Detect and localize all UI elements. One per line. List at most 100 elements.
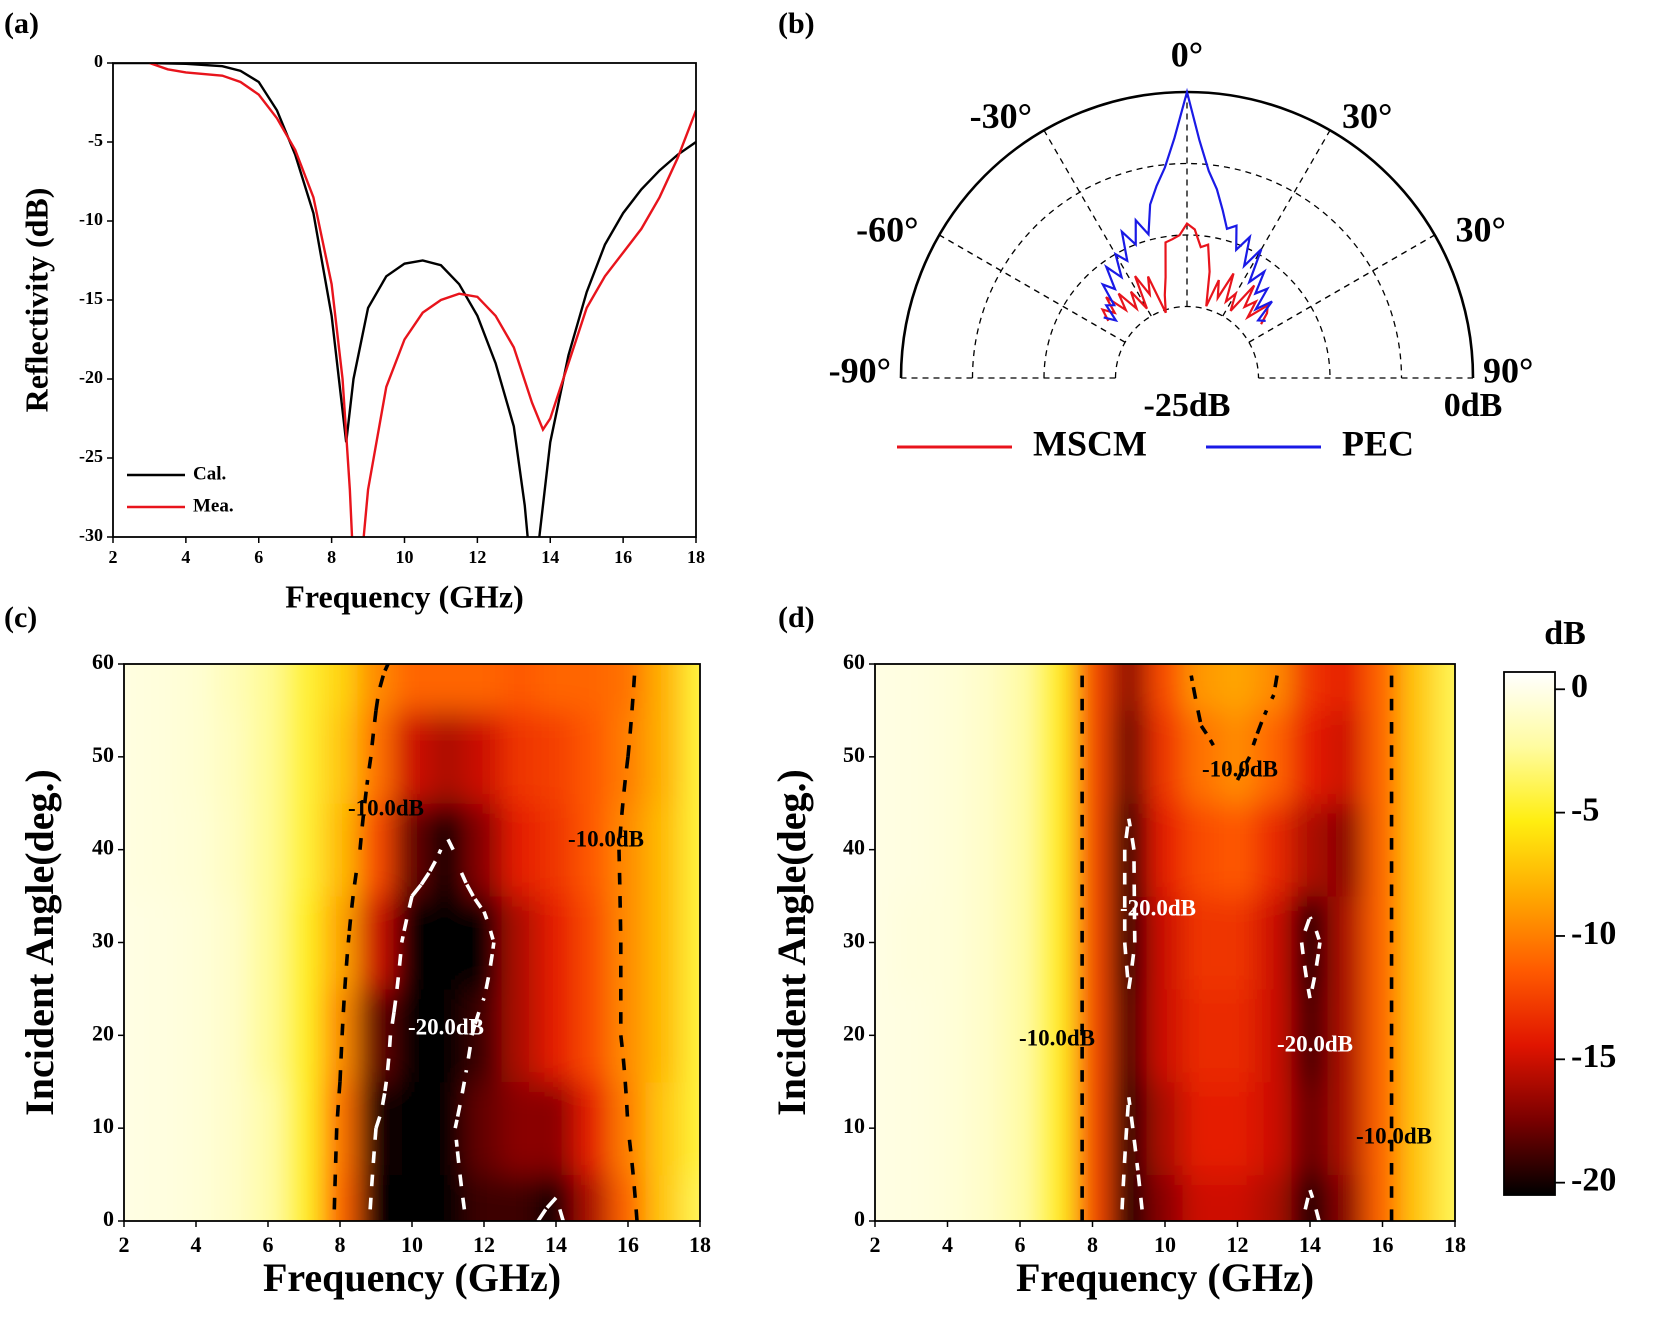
contour-dash bbox=[618, 826, 623, 839]
y-tick-label: 10 bbox=[92, 1113, 114, 1138]
contour-dash bbox=[410, 883, 423, 898]
heat-cell bbox=[1363, 895, 1402, 990]
contour-dash bbox=[367, 756, 373, 769]
y-axis-label: Incident Angle(deg.) bbox=[769, 769, 814, 1116]
x-tick-label: 10 bbox=[401, 1232, 423, 1257]
contour-dash bbox=[1130, 837, 1136, 850]
x-tick-label: 6 bbox=[263, 1232, 274, 1257]
contour-dash bbox=[338, 1070, 343, 1082]
heat-cell bbox=[1363, 1081, 1402, 1176]
heat-cell bbox=[1255, 1174, 1293, 1221]
contour-dash bbox=[1310, 976, 1317, 990]
contour-dash bbox=[1191, 686, 1198, 700]
x-tick-label: 2 bbox=[119, 1232, 130, 1257]
heat-cell bbox=[1218, 664, 1257, 711]
heat-cell bbox=[124, 895, 143, 990]
contour-dash bbox=[1122, 942, 1128, 955]
heat-cell bbox=[1110, 988, 1148, 1083]
heat-cell bbox=[1001, 1174, 1039, 1221]
heat-cell bbox=[1182, 988, 1220, 1083]
x-tick-label: 18 bbox=[687, 547, 705, 567]
heat-cell bbox=[573, 988, 611, 1083]
heat-cell bbox=[213, 988, 251, 1083]
x-tick-label: 10 bbox=[1154, 1232, 1176, 1257]
heat-cell bbox=[285, 802, 323, 897]
heat-cell bbox=[213, 802, 251, 897]
heat-cell bbox=[875, 988, 894, 1083]
heat-cell bbox=[357, 1174, 395, 1221]
heat-cell bbox=[1218, 1081, 1257, 1176]
heat-cell bbox=[928, 802, 967, 897]
heat-cell bbox=[1436, 664, 1455, 711]
contour-dash bbox=[347, 919, 353, 932]
contour-dash bbox=[374, 698, 380, 711]
x-tick-label: 8 bbox=[327, 547, 336, 567]
heat-cell bbox=[875, 1174, 894, 1221]
contour-dash bbox=[1132, 1139, 1138, 1152]
contour-dash bbox=[368, 1197, 373, 1210]
contour-dash bbox=[437, 848, 443, 855]
theta-tick-label: -30° bbox=[970, 96, 1032, 136]
heat-cell bbox=[1436, 1081, 1455, 1176]
contour-dash bbox=[343, 977, 348, 990]
contour-dash bbox=[627, 1139, 633, 1152]
heat-cell bbox=[321, 895, 359, 990]
heat-cell bbox=[645, 1081, 683, 1176]
heat-cell bbox=[1436, 895, 1455, 990]
heatmap-clip bbox=[875, 664, 1455, 1221]
heat-cell bbox=[965, 1081, 1003, 1176]
x-tick-label: 8 bbox=[335, 1232, 346, 1257]
heat-cell bbox=[965, 988, 1003, 1083]
heat-cell bbox=[141, 664, 179, 711]
heat-cell bbox=[465, 664, 503, 711]
contour-dash bbox=[1314, 1208, 1321, 1221]
contour-dash bbox=[369, 1174, 375, 1187]
contour-dash bbox=[1135, 1162, 1140, 1171]
x-tick-label: 6 bbox=[254, 547, 263, 567]
heat-cell bbox=[321, 1174, 359, 1221]
x-tick-label: 16 bbox=[617, 1232, 639, 1257]
heat-cell bbox=[321, 664, 359, 711]
heat-cell bbox=[892, 1081, 930, 1176]
contour-dash bbox=[460, 1081, 467, 1094]
heat-cell bbox=[1001, 895, 1039, 990]
contour-label: -20.0dB bbox=[1120, 895, 1196, 920]
heat-cell bbox=[1037, 895, 1075, 990]
contour-dash bbox=[484, 976, 491, 990]
colorbar-tick-label: -10 bbox=[1571, 915, 1616, 952]
contour-dash bbox=[387, 1035, 393, 1048]
y-tick-label: -10 bbox=[79, 209, 103, 229]
y-axis-label: Incident Angle(deg.) bbox=[17, 769, 62, 1116]
contour-dash bbox=[1255, 721, 1264, 735]
heat-cell bbox=[1291, 988, 1329, 1083]
heat-cell bbox=[177, 1081, 215, 1176]
contour-dash bbox=[461, 1197, 467, 1210]
x-axis-label: Frequency (GHz) bbox=[285, 578, 523, 614]
y-tick-label: -25 bbox=[79, 446, 103, 466]
heat-cell bbox=[681, 988, 700, 1083]
heat-cell bbox=[928, 895, 967, 990]
heat-cell bbox=[965, 664, 1003, 711]
contour-dash bbox=[622, 779, 628, 792]
heat-cell bbox=[1146, 802, 1184, 897]
contour-dash bbox=[488, 953, 495, 966]
contour-dash bbox=[459, 872, 468, 884]
contour-dash bbox=[558, 1208, 565, 1221]
colorbar-tick-label: -20 bbox=[1571, 1161, 1616, 1198]
heat-cell bbox=[393, 1174, 431, 1221]
contour-dash bbox=[465, 883, 475, 897]
y-tick-label: 40 bbox=[843, 835, 865, 860]
contour-dash bbox=[365, 779, 370, 785]
heat-cell bbox=[1073, 1081, 1112, 1176]
contour-dash bbox=[1126, 977, 1133, 990]
x-tick-label: 14 bbox=[541, 547, 559, 567]
contour-dash bbox=[1303, 918, 1311, 932]
y-tick-label: -30 bbox=[79, 525, 103, 545]
heat-cell bbox=[465, 709, 503, 804]
heat-cell bbox=[393, 988, 431, 1083]
heat-cell bbox=[393, 1081, 431, 1176]
heat-cell bbox=[892, 802, 930, 897]
contour-dash bbox=[380, 1093, 387, 1106]
contour-dash bbox=[340, 1023, 345, 1036]
heat-cell bbox=[537, 664, 575, 711]
